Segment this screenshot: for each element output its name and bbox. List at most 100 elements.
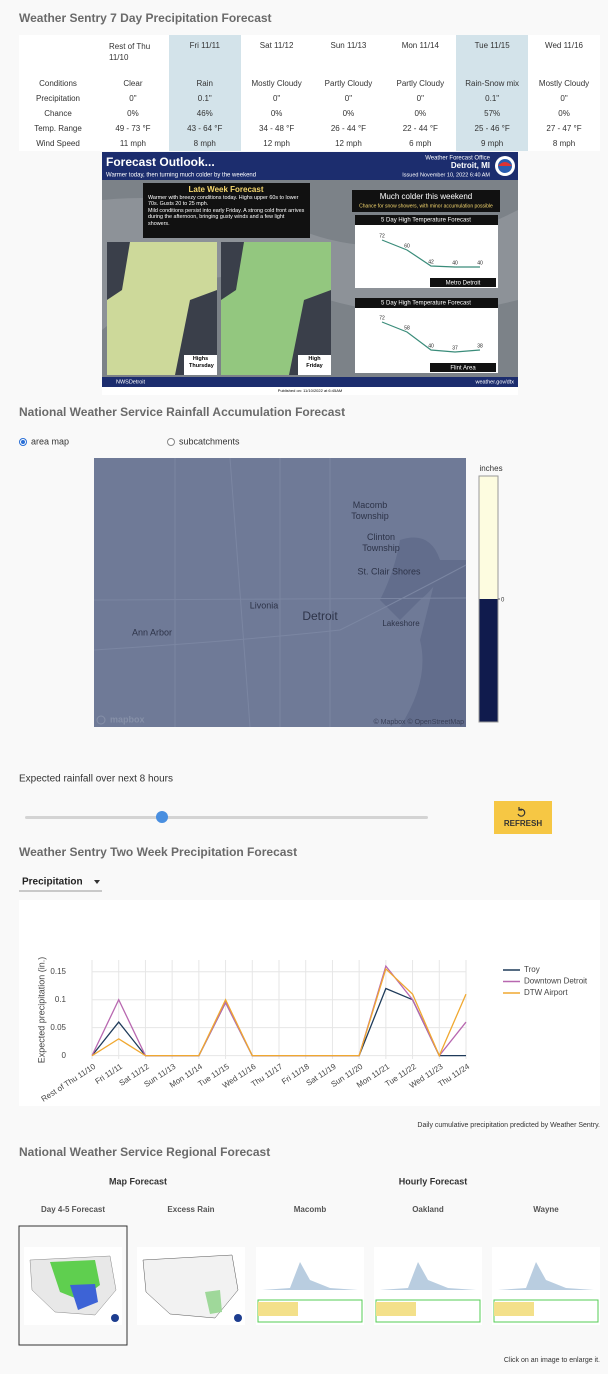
temp-label: 72 [379,315,385,321]
cell: 9 mph [456,136,529,151]
cell: 46% [168,106,241,121]
colorbar: inches 0 [478,464,505,723]
graph-header [355,215,498,225]
day-label: Rest of Thu 11/10 [109,42,151,62]
refresh-button[interactable]: REFRESH [494,801,552,834]
hourly-graph [262,1262,358,1290]
handle: NWSDetroit [116,379,146,385]
radio[interactable] [167,438,175,446]
cell: Partly Cloudy [324,79,373,88]
slider-track[interactable] [25,816,428,819]
cell: 0% [414,109,427,118]
cell: 12 mph [263,139,290,148]
table-row: Temp. Range 49 - 73 °F 43 - 64 °F 34 - 48 °… [19,121,600,136]
cell: 27 - 47 °F [546,124,582,133]
cell: 26 - 44 °F [330,124,367,133]
hourly-legend [376,1302,416,1316]
radio-option[interactable]: subcatchments [167,436,241,446]
thumbnail[interactable] [256,1247,364,1325]
cell: 8 mph [552,139,576,148]
table-row: Precipitation 0" 0.1" 0" 0" 0" 0.1" 0" [19,91,600,106]
cell: 6 mph [409,139,432,148]
bullet: Warmer with breezy conditions today. Hig… [148,195,299,208]
graph-area: Flint Area [450,366,476,372]
section-title: National Weather Service Rainfall Accumu… [19,405,345,419]
slider-label: Expected rainfall over next 8 hours [19,774,173,785]
colorbar-label: inches [479,464,502,473]
dropdown[interactable]: Precipitation [19,877,102,892]
map-label: High Friday [306,356,323,369]
colder-box [352,190,500,212]
y-tick-label: 0.15 [50,967,66,976]
day-header: Wed 11/16 [528,35,600,76]
rain-heavy [70,1284,98,1310]
radio-label[interactable]: area map [31,436,69,446]
lake [221,242,331,375]
cell: Clear [123,79,143,88]
legend-label: Downtown Detroit [524,977,588,986]
mapbox-icon [96,715,106,725]
colorbar-upper [479,476,498,599]
image-title: Macomb [294,1205,327,1214]
cell: 57% [456,106,529,121]
graph-panel [355,215,498,288]
cell: 12 mph [335,139,362,148]
day-label: Sat 11/12 [259,41,294,50]
dropdown-label[interactable]: Precipitation [22,877,83,888]
outlook-image: Forecast Outlook... Warmer today, then t… [102,152,518,395]
thumbnail[interactable] [492,1247,600,1325]
thumbnail[interactable] [137,1247,245,1325]
dropdown-arrow[interactable] [94,880,100,884]
header-row: Rest of Thu 11/10 Fri 11/11 Sat 11/12 Sun 1… [19,35,600,76]
row-label: Wind Speed [36,139,80,148]
cell: 0" [344,94,353,103]
day-header: Fri 11/11 [168,35,241,76]
cell: Rain [168,76,241,91]
lake-st-clair [380,537,466,727]
image-header [102,152,518,180]
map-label: Highs Thursday [189,356,214,369]
section-title: Weather Sentry 7 Day Precipitation Forec… [19,11,272,25]
cell: Partly Cloudy [396,79,445,88]
cell: 22 - 44 °F [402,124,438,133]
rain-map[interactable]: Macomb Township Clinton Township St. Cla… [93,457,467,728]
temp-label: 72 [379,233,385,239]
colder-title: Much colder this weekend [380,192,473,201]
cell: Mostly Cloudy [538,79,590,88]
temp-label: 42 [428,259,434,265]
map-label-text: Highs Thursday [189,356,214,369]
hourly-graph [498,1262,594,1290]
outlook-temps: 72 60 42 40 40 72 58 40 37 38 [379,233,483,351]
temp-label: 60 [404,243,410,249]
map-label-text: High Friday [306,356,323,369]
radio-option[interactable]: area map [19,436,70,446]
radio-dot [21,440,25,444]
temp-label: 37 [452,345,458,351]
attribution: © Mapbox © OpenStreetMap [374,718,465,726]
radio-label[interactable]: subcatchments [179,436,240,446]
place-label: Lakeshore [382,619,420,628]
thumbnail[interactable] [24,1247,122,1325]
legend-label: DTW Airport [524,988,568,997]
place: Clinton Township [362,532,400,553]
day-header: Mon 11/14 [384,35,456,76]
button-label[interactable]: REFRESH [504,819,542,828]
colder-subtitle: Chance for snow showers, with minor accu… [359,203,493,209]
y-axis-title: Expected precipitation (in.) [36,957,46,1064]
cell: 0" [416,94,424,103]
hourly-legend [258,1302,298,1316]
table-row: Wind Speed 11 mph 8 mph 12 mph 12 mph 6 mph 9 … [19,136,600,151]
hourly-graph [380,1262,476,1290]
temp-label: 40 [428,343,434,349]
button-bg[interactable] [494,801,552,834]
cell: 25 - 46 °F [456,121,529,136]
map-label-box [184,355,217,375]
forecast-table: Rest of Thu 11/10 Fri 11/11 Sat 11/12 Sun 1… [19,35,600,151]
issued: Issued November 10, 2022 6:40 AM [402,172,490,178]
slider-handle[interactable] [156,811,168,823]
cell: 11 mph [119,139,146,148]
day-label: Sun 11/13 [330,41,367,50]
thumbnail[interactable] [374,1247,482,1325]
